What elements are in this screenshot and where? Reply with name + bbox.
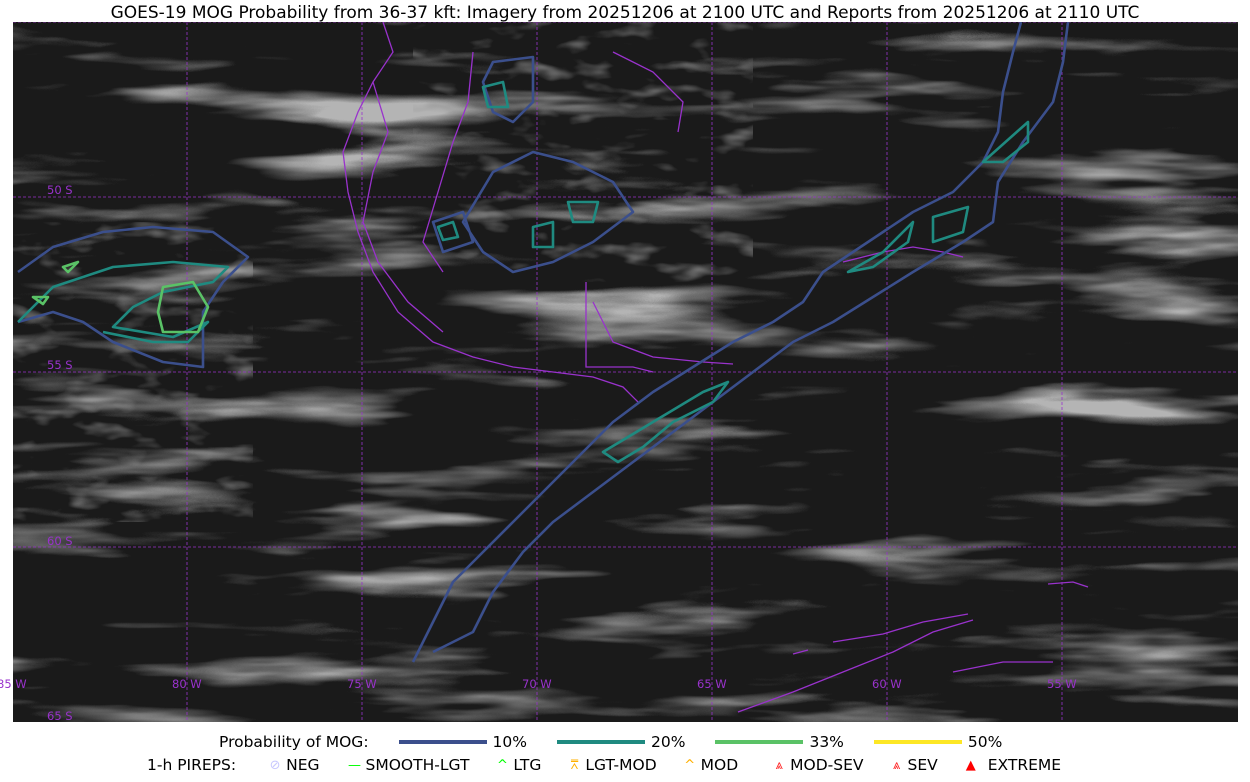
map-canvas bbox=[13, 21, 1238, 722]
pireps-legend-label: 1-h PIREPS: bbox=[147, 756, 237, 774]
legend-item-label: LGT-MOD bbox=[585, 756, 657, 774]
neg-icon: ⊘ bbox=[269, 757, 281, 773]
legend-item-label: LTG bbox=[513, 756, 542, 774]
lon-label: 55 W bbox=[1047, 677, 1077, 691]
lon-label: 85 W bbox=[0, 677, 27, 691]
legend-item-label: 10% bbox=[492, 733, 527, 751]
contour-20pct bbox=[436, 80, 600, 249]
legend-item-label: 20% bbox=[651, 733, 686, 751]
graticule bbox=[13, 21, 1238, 722]
caret-bar-icon: ⩞ bbox=[570, 757, 579, 773]
swatch-50pct bbox=[873, 740, 962, 744]
legend-item-label: SMOOTH-LGT bbox=[365, 756, 470, 774]
chart-title: GOES-19 MOG Probability from 36-37 kft: … bbox=[110, 3, 1140, 23]
lat-label: 60 S bbox=[47, 534, 73, 548]
lon-label: 80 W bbox=[172, 677, 202, 691]
lat-label: 50 S bbox=[47, 183, 73, 197]
contour-10pct bbox=[17, 225, 250, 369]
caret-icon: ^ bbox=[496, 757, 508, 773]
legend-item-label: 33% bbox=[809, 733, 844, 751]
double-caret-icon: ⩓ bbox=[892, 757, 901, 773]
contour-10pct bbox=[431, 55, 635, 274]
lon-label: 65 W bbox=[697, 677, 727, 691]
pireps-legend: 1-h PIREPS: ⊘ NEG — SMOOTH-LGT ^ LTG ⩞ LGT-M… bbox=[147, 756, 1061, 774]
legend-item-label: MOD bbox=[700, 756, 739, 774]
probability-legend-label: Probability of MOG: bbox=[219, 733, 369, 751]
probability-legend: Probability of MOG: 10% 20% 33% 50% bbox=[219, 733, 1002, 751]
legend-item-label: 50% bbox=[967, 733, 1003, 751]
satellite-map bbox=[13, 21, 1238, 722]
contour-10pct bbox=[411, 21, 1070, 663]
lon-label: 75 W bbox=[347, 677, 377, 691]
legend-item-label: SEV bbox=[907, 756, 938, 774]
filled-triangle-icon: ▲ bbox=[965, 757, 976, 773]
caret-icon: ^ bbox=[684, 757, 696, 773]
legend-item-label: NEG bbox=[286, 756, 320, 774]
double-caret-bar-icon: ⩓ bbox=[775, 757, 783, 773]
contour-33pct bbox=[31, 260, 210, 334]
legend-item-label: MOD-SEV bbox=[790, 756, 864, 774]
swatch-20pct bbox=[557, 740, 645, 744]
lon-label: 70 W bbox=[522, 677, 552, 691]
lat-label: 55 S bbox=[47, 358, 73, 372]
swatch-10pct bbox=[398, 740, 487, 744]
line-icon: — bbox=[348, 757, 362, 773]
contour-20pct bbox=[601, 120, 1030, 464]
mog-contours bbox=[17, 21, 1070, 663]
coastlines bbox=[342, 21, 1089, 713]
lon-label: 60 W bbox=[872, 677, 902, 691]
lat-label: 65 S bbox=[47, 709, 73, 723]
contour-20pct bbox=[17, 260, 230, 344]
legend-item-label: EXTREME bbox=[987, 756, 1062, 774]
swatch-33pct bbox=[715, 740, 804, 744]
